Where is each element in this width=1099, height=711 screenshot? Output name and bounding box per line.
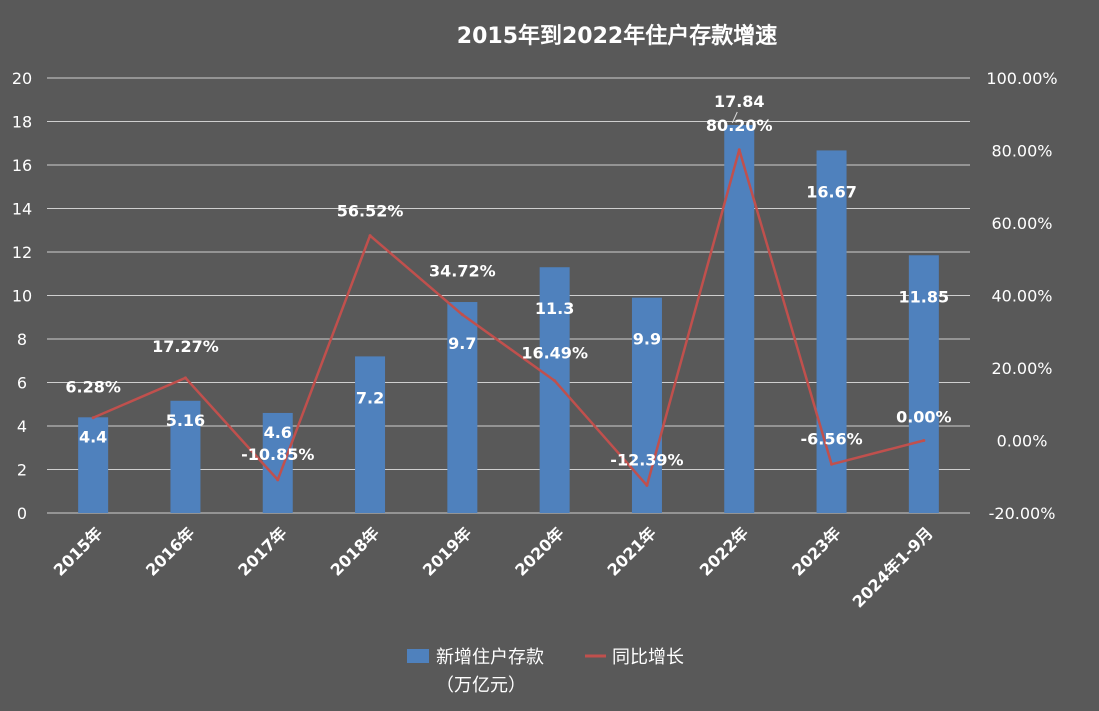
growth-value-label: -12.39% bbox=[610, 450, 683, 469]
bar-value-label: 4.6 bbox=[264, 423, 292, 442]
x-category-label: 2016年 bbox=[142, 523, 198, 579]
y-left-tick-label: 18 bbox=[12, 113, 32, 132]
y-left-tick-label: 4 bbox=[17, 417, 27, 436]
y-right-tick-label: -20.00% bbox=[989, 504, 1056, 523]
growth-value-label: 34.72% bbox=[429, 262, 496, 281]
bar bbox=[78, 417, 109, 513]
legend-bar-unit: （万亿元） bbox=[436, 675, 526, 696]
bar-value-label: 11.85 bbox=[899, 287, 950, 306]
growth-value-label: 80.20% bbox=[706, 116, 773, 135]
growth-line bbox=[92, 148, 925, 487]
bar bbox=[170, 400, 201, 513]
growth-value-label: 6.28% bbox=[65, 378, 121, 397]
y-left-tick-label: 12 bbox=[12, 243, 32, 262]
y-right-tick-label: 40.00% bbox=[991, 287, 1052, 306]
x-category-label: 2017年 bbox=[234, 523, 290, 579]
bar-value-label: 9.9 bbox=[633, 330, 661, 349]
line-point bbox=[276, 478, 280, 482]
line-point bbox=[91, 416, 95, 420]
line-point bbox=[183, 376, 187, 380]
label-leader-line bbox=[731, 111, 738, 124]
gridlines bbox=[47, 77, 970, 514]
legend-bar-swatch bbox=[407, 649, 429, 663]
line-point bbox=[368, 234, 372, 238]
y-left-tick-label: 8 bbox=[17, 330, 27, 349]
bar-value-label: 16.67 bbox=[806, 182, 857, 201]
y-right-tick-label: 0.00% bbox=[997, 432, 1048, 451]
bar bbox=[816, 150, 847, 514]
bar bbox=[447, 302, 478, 513]
line-point bbox=[553, 379, 557, 383]
line-point bbox=[922, 439, 926, 442]
y-left-tick-label: 14 bbox=[12, 200, 32, 219]
y-left-tick-label: 16 bbox=[12, 156, 32, 175]
x-category-label: 2020年 bbox=[511, 523, 567, 579]
bar-value-label: 9.7 bbox=[448, 334, 476, 353]
y-left-tick-label: 2 bbox=[17, 461, 27, 480]
bar bbox=[631, 297, 662, 513]
bar-value-label: 7.2 bbox=[356, 388, 384, 407]
y-right-tick-label: 80.00% bbox=[991, 142, 1052, 161]
growth-value-label: -10.85% bbox=[241, 445, 314, 464]
y-left-tick-label: 20 bbox=[12, 69, 32, 88]
bar-value-label: 11.3 bbox=[535, 299, 574, 318]
bar bbox=[908, 255, 939, 513]
x-category-label: 2015年 bbox=[50, 523, 106, 579]
growth-value-label: 0.00% bbox=[896, 408, 952, 427]
y-right-tick-label: 20.00% bbox=[991, 359, 1052, 378]
legend-line-label: 同比增长 bbox=[612, 647, 684, 668]
data-labels: 4.4 5.16 4.6 7.2 9.7 11.3 9.9 17.84 16.67 11.85 6.… bbox=[65, 92, 951, 469]
x-category-label: 2018年 bbox=[327, 523, 383, 579]
bar-value-label: 17.84 bbox=[714, 92, 765, 111]
chart-title: 2015年到2022年住户存款增速 bbox=[457, 23, 777, 49]
bar-value-label: 5.16 bbox=[166, 411, 205, 430]
line-series bbox=[91, 148, 926, 487]
legend: 新增住户存款 （万亿元） 同比增长 bbox=[407, 647, 684, 696]
x-category-label: 2024年1-9月 bbox=[849, 523, 937, 611]
y-left-tick-label: 6 bbox=[17, 374, 27, 393]
growth-value-label: -6.56% bbox=[800, 429, 862, 448]
bar-value-label: 4.4 bbox=[79, 427, 107, 446]
bar bbox=[355, 356, 386, 513]
growth-value-label: 17.27% bbox=[152, 337, 219, 356]
growth-value-label: 16.49% bbox=[521, 344, 588, 363]
growth-value-label: 56.52% bbox=[337, 202, 404, 221]
x-category-label: 2022年 bbox=[696, 523, 752, 579]
y-left-tick-label: 10 bbox=[12, 287, 32, 306]
x-category-label: 2019年 bbox=[419, 523, 475, 579]
legend-bar-label: 新增住户存款 bbox=[436, 647, 544, 668]
line-point bbox=[460, 313, 464, 317]
y-right-tick-label: 100.00% bbox=[986, 69, 1057, 88]
line-point bbox=[830, 462, 834, 466]
bar bbox=[262, 412, 293, 513]
y-left-tick-label: 0 bbox=[17, 504, 27, 523]
x-category-label: 2021年 bbox=[604, 523, 660, 579]
bar bbox=[539, 267, 570, 513]
line-point bbox=[645, 483, 649, 487]
line-point bbox=[737, 148, 741, 152]
bar-series bbox=[78, 124, 939, 514]
x-category-label: 2023年 bbox=[788, 523, 844, 579]
y-right-tick-label: 60.00% bbox=[991, 214, 1052, 233]
